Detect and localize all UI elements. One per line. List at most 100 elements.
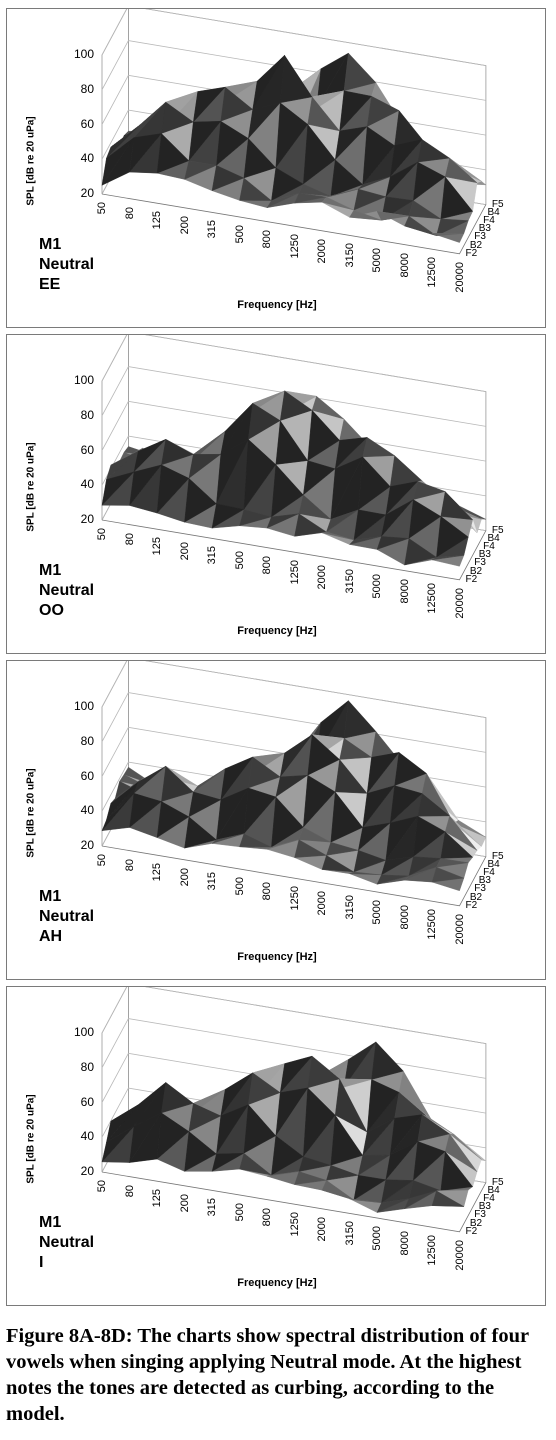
surface-facet <box>266 192 299 209</box>
surface-facet <box>211 165 245 192</box>
surface-facet <box>248 102 281 140</box>
axis-line <box>101 519 487 581</box>
surface-facet <box>106 781 139 821</box>
surface-facet <box>156 801 190 839</box>
surface-facet <box>408 856 442 877</box>
surface-facet <box>220 756 254 800</box>
surface-mesh <box>101 390 486 567</box>
x-tick-label: 200 <box>178 215 191 235</box>
surface-facet <box>321 1179 355 1201</box>
y-tick-label: 80 <box>80 1059 94 1074</box>
x-tick-label: 50 <box>96 202 108 215</box>
chart-label: Neutral <box>39 256 95 273</box>
x-axis-label: Frequency [Hz] <box>237 625 317 637</box>
x-tick-label: 1250 <box>288 234 301 259</box>
x-tick-label: 12500 <box>426 1235 438 1266</box>
z-tick-label: B3 <box>478 549 491 561</box>
surface-facet <box>334 1078 368 1133</box>
x-tick-label: 2000 <box>316 564 328 590</box>
y-tick-label: 100 <box>73 699 94 713</box>
surface-facet <box>334 437 368 470</box>
surface-facet <box>326 188 359 198</box>
chart-label: EE <box>39 276 61 293</box>
chart-label: OO <box>39 602 64 619</box>
x-tick-label: 20000 <box>453 913 466 945</box>
z-tick-label: B2 <box>469 239 483 251</box>
surface-facet <box>366 752 400 795</box>
surface-facet <box>161 765 194 802</box>
figure-caption: Figure 8A-8D: The charts show spectral d… <box>6 1325 529 1425</box>
x-tick-label: 2000 <box>316 890 328 916</box>
surface-facet <box>362 437 396 458</box>
x-tick-label: 1250 <box>288 886 301 911</box>
surface-facet <box>413 1141 446 1181</box>
y-tick-label: 20 <box>80 512 94 526</box>
surface-facet <box>339 90 372 132</box>
y-tick-label: 80 <box>80 733 94 748</box>
surface-facet <box>307 734 340 776</box>
surface-plot <box>101 661 487 907</box>
surface-facet <box>348 536 382 545</box>
z-tick-label: B2 <box>469 565 483 577</box>
y-tick-label: 20 <box>80 1164 94 1178</box>
z-tick-label: F3 <box>474 231 486 243</box>
surface-facet <box>362 126 395 186</box>
surface-facet <box>101 1126 135 1163</box>
surface-facet <box>275 1087 309 1136</box>
surface-facet <box>436 516 469 558</box>
x-tick-label: 125 <box>151 1189 163 1208</box>
surface-facet <box>271 796 304 848</box>
z-tick-label: F5 <box>491 524 504 536</box>
y-tick-label: 40 <box>80 803 94 818</box>
surface-facet <box>381 499 414 538</box>
y-axis-label: SPL [dB re 20 uPa] <box>25 768 37 858</box>
surface-facet <box>133 101 166 138</box>
surface-facet <box>156 133 190 174</box>
y-tick-label: 60 <box>80 116 94 131</box>
x-tick-label: 20000 <box>453 261 466 293</box>
gridline <box>101 366 486 427</box>
surface-facet <box>358 456 391 511</box>
surface-facet <box>243 438 277 511</box>
x-tick-label: 800 <box>261 1207 273 1226</box>
surface-facet <box>413 481 446 500</box>
surface-facet <box>358 176 391 190</box>
x-tick-label: 200 <box>178 867 191 887</box>
surface-facet <box>404 1190 437 1210</box>
surface-facet <box>243 137 277 179</box>
surface-facet <box>211 1153 244 1172</box>
chart-label: M1 <box>39 236 62 253</box>
surface-facet <box>248 1072 281 1105</box>
surface-facet <box>321 531 354 541</box>
surface-facet <box>366 1079 400 1133</box>
surface-facet <box>303 774 336 828</box>
z-tick-label: F4 <box>483 1193 495 1204</box>
surface-facet <box>376 1198 409 1213</box>
surface-facet <box>343 52 377 92</box>
y-tick-label: 60 <box>80 768 94 783</box>
z-tick-label: B3 <box>478 1201 491 1213</box>
x-tick-label: 200 <box>178 1193 191 1213</box>
y-tick-label: 40 <box>80 1129 94 1144</box>
surface-facet <box>431 233 464 236</box>
z-tick-label: B4 <box>487 532 500 544</box>
surface-facet <box>275 420 309 465</box>
x-tick-label: 3150 <box>343 243 356 268</box>
surface-facet <box>326 841 359 856</box>
z-tick-label: F3 <box>474 557 486 569</box>
surface-facet <box>129 133 162 173</box>
z-tick-label: F3 <box>474 883 486 895</box>
surface-facet <box>303 460 336 496</box>
surface-facet <box>271 464 304 518</box>
surface-facet <box>326 509 359 533</box>
surface-facet <box>440 491 474 520</box>
y-tick-label: 60 <box>80 442 94 457</box>
x-tick-label: 50 <box>96 854 108 867</box>
surface-facet <box>211 503 245 529</box>
surface-facet <box>431 866 464 883</box>
surface-facet <box>436 218 469 237</box>
surface-facet <box>275 774 309 798</box>
x-tick-label: 125 <box>151 211 163 230</box>
x-tick-label: 3150 <box>343 569 356 594</box>
surface-facet <box>398 1070 432 1119</box>
